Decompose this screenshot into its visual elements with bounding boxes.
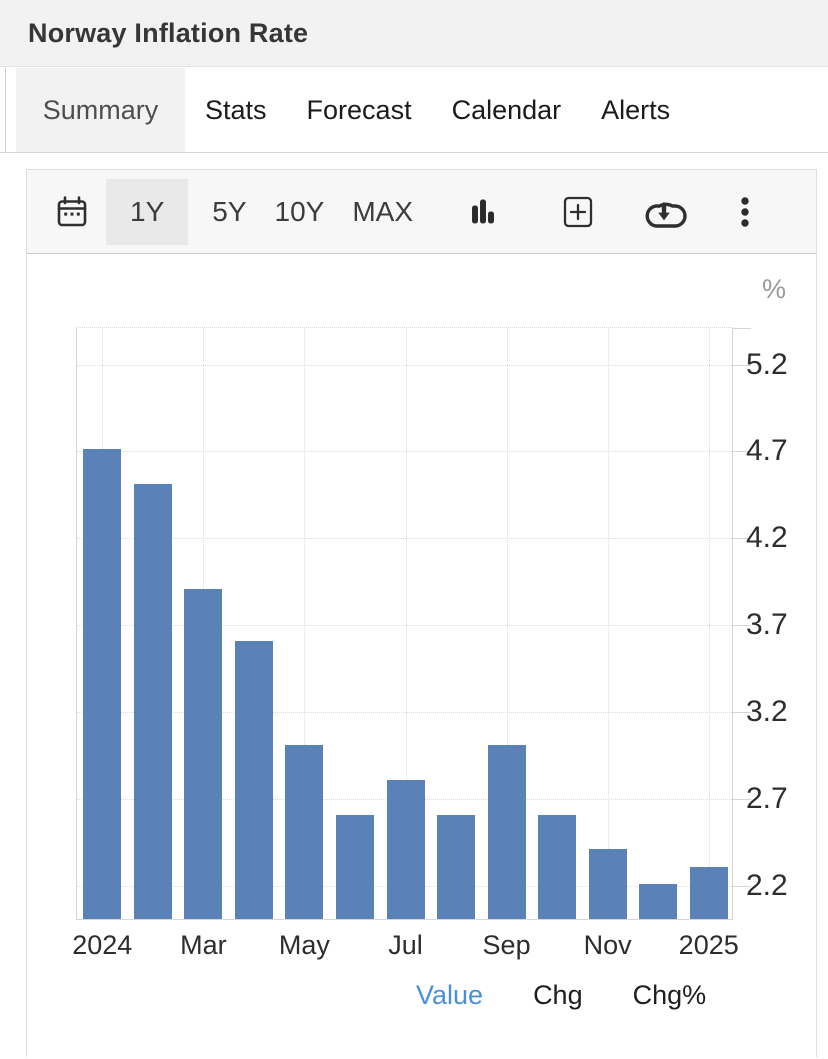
data-bar[interactable] xyxy=(588,849,627,919)
tab-calendar[interactable]: Calendar xyxy=(451,94,562,125)
x-gridline xyxy=(607,328,609,919)
tab-forecast[interactable]: Forecast xyxy=(306,94,412,125)
data-bar[interactable] xyxy=(234,640,273,919)
cloud-download-icon xyxy=(645,201,687,228)
y-gridline xyxy=(77,364,732,366)
x-axis-label: May xyxy=(278,930,330,960)
data-bar[interactable] xyxy=(487,745,526,919)
x-gridline xyxy=(304,328,306,919)
chart-toolbar: 1Y 5Y 10Y MAX xyxy=(27,170,816,254)
y-gridline xyxy=(77,712,732,714)
y-axis-tick xyxy=(732,364,751,366)
data-bar[interactable] xyxy=(83,449,122,919)
add-panel-icon xyxy=(563,196,593,227)
range-button-10y[interactable]: 10Y xyxy=(274,195,325,227)
series-toggle-group: Value Chg Chg% xyxy=(416,980,706,1011)
data-bar[interactable] xyxy=(437,814,476,919)
data-bar[interactable] xyxy=(133,484,172,919)
y-axis-tick xyxy=(732,328,751,329)
tab-alerts[interactable]: Alerts xyxy=(601,94,671,125)
compare-add-button[interactable] xyxy=(559,193,597,231)
kebab-menu-icon xyxy=(741,196,749,227)
page-header: Norway Inflation Rate xyxy=(0,0,828,67)
data-bar[interactable] xyxy=(285,745,324,919)
y-axis-tick xyxy=(732,799,751,801)
tab-bar: Summary Stats Forecast Calendar Alerts xyxy=(0,68,828,153)
y-axis-label: 2.7 xyxy=(746,782,788,816)
tab-summary[interactable]: Summary xyxy=(16,68,185,152)
y-axis-tick xyxy=(732,538,751,540)
x-axis-label: 2025 xyxy=(678,930,739,960)
x-axis-label: Sep xyxy=(482,930,531,960)
data-bar[interactable] xyxy=(689,866,728,919)
series-toggle-chgpct[interactable]: Chg% xyxy=(632,980,707,1010)
date-range-picker-button[interactable] xyxy=(54,194,90,230)
page-title: Norway Inflation Rate xyxy=(28,17,309,48)
chart-type-button[interactable] xyxy=(465,195,499,229)
y-axis-label: 3.7 xyxy=(746,608,788,642)
y-gridline xyxy=(77,625,732,627)
y-axis-label: 4.7 xyxy=(746,434,788,468)
data-bar[interactable] xyxy=(386,779,425,919)
y-axis-label: 2.2 xyxy=(746,869,788,903)
y-axis-label: 5.2 xyxy=(746,347,788,381)
y-axis-tick xyxy=(732,712,751,714)
series-toggle-chg[interactable]: Chg xyxy=(533,980,583,1010)
x-axis-label: Jul xyxy=(388,930,423,960)
y-axis-tick xyxy=(732,886,751,888)
more-options-button[interactable] xyxy=(737,192,753,232)
tab-stats[interactable]: Stats xyxy=(205,94,267,125)
y-axis-tick xyxy=(732,451,751,453)
range-button-max[interactable]: MAX xyxy=(352,195,414,227)
y-axis-tick xyxy=(732,625,751,627)
download-button[interactable] xyxy=(639,193,687,231)
x-axis-label: Nov xyxy=(583,930,632,960)
calendar-icon xyxy=(57,195,87,226)
y-axis-label: 4.2 xyxy=(746,521,788,555)
y-axis-unit-label: % xyxy=(761,274,786,304)
plot-area: 2.2 2.7 3.2 3.7 4.2 4.7 5.2 2024 Mar May Jul Sep Nov… xyxy=(72,327,788,960)
range-button-5y[interactable]: 5Y xyxy=(212,195,247,227)
column-chart-icon xyxy=(472,199,495,223)
data-bar[interactable] xyxy=(335,814,374,919)
y-gridline xyxy=(77,538,732,540)
y-axis-label: 3.2 xyxy=(746,695,788,729)
chart-card: 1Y 5Y 10Y MAX xyxy=(26,169,817,1057)
x-axis-label: 2024 xyxy=(72,930,133,960)
chart-area: % 2.2 2.7 3.2 3.7 4.2 4.7 5.2 2024 Mar May Jul Sep N… xyxy=(27,254,816,1057)
data-bar[interactable] xyxy=(538,814,577,919)
range-button-1y[interactable]: 1Y xyxy=(106,178,189,245)
data-bar[interactable] xyxy=(639,884,678,919)
x-gridline xyxy=(506,328,508,919)
x-gridline xyxy=(708,328,710,919)
series-toggle-value[interactable]: Value xyxy=(416,980,484,1010)
y-gridline xyxy=(77,451,732,453)
data-bar[interactable] xyxy=(184,588,223,919)
x-gridline xyxy=(405,328,407,919)
x-axis-label: Mar xyxy=(180,930,227,960)
tab-bar-left-divider xyxy=(5,68,6,153)
